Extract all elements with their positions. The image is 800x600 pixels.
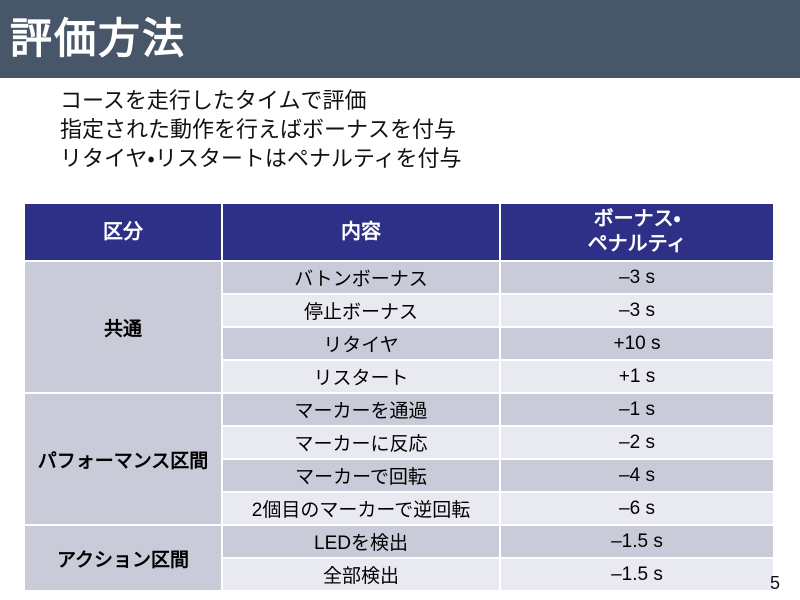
table-row: マーカーで回転 –4 s	[24, 458, 775, 493]
value-cell: +10 s	[499, 326, 775, 361]
table-row: マーカーに反応 –2 s	[24, 425, 775, 460]
title-bar: 評価方法	[0, 0, 800, 78]
header-category: 区分	[23, 202, 223, 262]
table-row: 全部検出 –1.5 s	[24, 557, 775, 592]
value-cell: –1 s	[499, 392, 775, 427]
content-cell: LEDを検出	[221, 524, 501, 559]
content-cell: バトンボーナス	[221, 260, 501, 295]
table-row: リタイヤ +10 s	[24, 326, 775, 361]
content-cell: 停止ボーナス	[221, 293, 501, 328]
header-content: 内容	[221, 202, 501, 262]
value-cell: –3 s	[499, 260, 775, 295]
category-cell: 共通	[23, 260, 223, 394]
intro-text: コースを走行したタイムで評価 指定された動作を行えばボーナスを付与 リタイヤ・リ…	[60, 86, 462, 173]
intro-line: コースを走行したタイムで評価	[60, 88, 367, 113]
value-cell: –3 s	[499, 293, 775, 328]
header-bonus-line1: ボーナス・	[593, 208, 681, 230]
value-cell: +1 s	[499, 359, 775, 394]
value-cell: –2 s	[499, 425, 775, 460]
value-cell: –1.5 s	[499, 524, 775, 559]
table-row: パフォーマンス区間 マーカーを通過 –1 s	[23, 392, 775, 526]
content-cell: リスタート	[221, 359, 501, 394]
table-row: 共通 バトンボーナス –3 s	[23, 260, 775, 394]
content-cell: 2個目のマーカーで逆回転	[221, 491, 501, 526]
intro-line: リタイヤ・リスタートはペナルティを付与	[60, 146, 462, 171]
content-cell: マーカーで回転	[221, 458, 501, 493]
content-cell: マーカーに反応	[221, 425, 501, 460]
value-cell: –1.5 s	[499, 557, 775, 592]
category-cell: アクション区間	[23, 524, 223, 592]
table-row: アクション区間 LEDを検出 –1.5 s	[23, 524, 775, 592]
intro-line: 指定された動作を行えばボーナスを付与	[60, 117, 457, 142]
page-title: 評価方法	[10, 15, 187, 62]
content-cell: 全部検出	[221, 557, 501, 592]
table-row: 2個目のマーカーで逆回転 –6 s	[24, 491, 775, 526]
table-row: 停止ボーナス –3 s	[24, 293, 775, 328]
header-bonus-line2: ペナルティ	[587, 233, 687, 255]
table-row: リスタート +1 s	[24, 359, 775, 394]
table-header-row: 区分 内容 ボーナス・ ペナルティ	[23, 202, 775, 262]
value-cell: –4 s	[499, 458, 775, 493]
value-cell: –6 s	[499, 491, 775, 526]
content-cell: マーカーを通過	[221, 392, 501, 427]
content-cell: リタイヤ	[221, 326, 501, 361]
scoring-table: 区分 内容 ボーナス・ ペナルティ 共通 バトンボーナス –3 s 停止ボーナス…	[23, 202, 775, 592]
page-number: 5	[769, 573, 780, 593]
header-bonus-penalty: ボーナス・ ペナルティ	[499, 202, 775, 262]
category-cell: パフォーマンス区間	[23, 392, 223, 526]
